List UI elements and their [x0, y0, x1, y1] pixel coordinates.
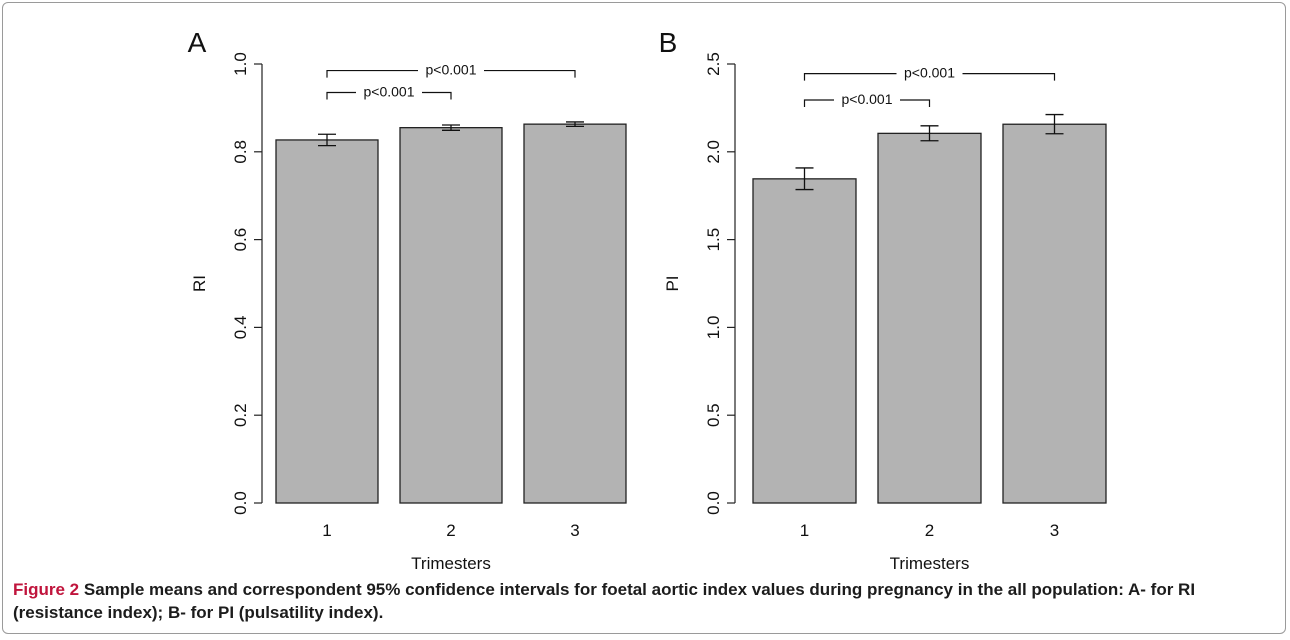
y-tick-label: 2.5: [704, 52, 723, 76]
bar: [399, 127, 503, 504]
x-tick-label: 1: [800, 521, 809, 540]
x-tick-label: 3: [570, 521, 579, 540]
figure-label: Figure 2: [13, 580, 80, 599]
y-tick-label: 1.5: [704, 228, 723, 252]
bracket-right: [962, 73, 1056, 81]
x-axis-label: Trimesters: [890, 554, 970, 573]
significance-label: p<0.001: [364, 84, 415, 100]
bar: [877, 132, 982, 504]
y-tick-label: 0.5: [704, 403, 723, 427]
significance-bracket: p<0.001: [326, 62, 576, 78]
significance-label: p<0.001: [426, 62, 477, 78]
bar: [523, 123, 627, 504]
significance-bracket: p<0.001: [803, 91, 931, 107]
x-axis-label: Trimesters: [411, 554, 491, 573]
bracket-left: [326, 69, 418, 78]
x-tick-label: 2: [446, 521, 455, 540]
bracket-right: [484, 69, 576, 78]
panel-label: A: [188, 27, 207, 58]
significance-bracket: p<0.001: [326, 84, 452, 100]
significance-bracket: p<0.001: [803, 65, 1056, 81]
y-tick-label: 1.0: [231, 52, 250, 76]
chart-panel-a: A 0.0 0.2 0.4 0.6 0.8 1.0 RI 1 2 3 Trimesters p<0.00…: [188, 27, 627, 573]
y-tick-label: 0.0: [231, 491, 250, 515]
y-tick-label: 0.6: [231, 228, 250, 252]
x-tick-label: 2: [925, 521, 934, 540]
figure-charts: A 0.0 0.2 0.4 0.6 0.8 1.0 RI 1 2 3 Trimesters p<0.00…: [188, 27, 1107, 573]
y-tick-label: 1.0: [704, 316, 723, 340]
x-tick-label: 3: [1050, 521, 1059, 540]
chart-panel-b: B 0.0 0.5 1.0 1.5 2.0 2.5 PI 1 2 3 Trimesters p<0.00…: [659, 27, 1107, 573]
figure-caption-text: Sample means and correspondent 95% confi…: [13, 580, 1196, 622]
figure-caption: Figure 2 Sample means and correspondent …: [13, 578, 1263, 624]
bracket-left: [803, 99, 834, 107]
y-tick-label: 0.2: [231, 403, 250, 427]
y-axis-label: PI: [663, 275, 682, 291]
panel-label: B: [659, 27, 678, 58]
bar: [752, 178, 857, 504]
y-tick-label: 0.0: [704, 491, 723, 515]
y-tick-label: 0.4: [231, 316, 250, 340]
y-tick-label: 0.8: [231, 140, 250, 164]
bracket-right: [900, 99, 931, 107]
bar: [275, 139, 379, 504]
bracket-left: [803, 73, 897, 81]
x-tick-label: 1: [322, 521, 331, 540]
bracket-left: [326, 91, 356, 100]
y-tick-label: 2.0: [704, 140, 723, 164]
bar: [1002, 123, 1107, 504]
bracket-right: [422, 91, 452, 100]
y-axis-label: RI: [190, 275, 209, 292]
significance-label: p<0.001: [904, 65, 955, 81]
significance-label: p<0.001: [842, 91, 893, 107]
